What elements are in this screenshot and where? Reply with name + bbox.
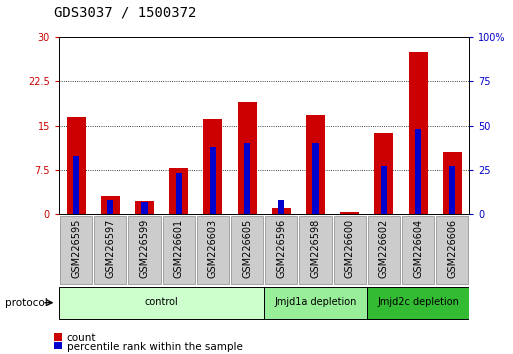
- Bar: [312, 143, 319, 214]
- Text: GSM226601: GSM226601: [174, 218, 184, 278]
- Text: GSM226606: GSM226606: [447, 218, 457, 278]
- Bar: [415, 129, 421, 214]
- Bar: [381, 166, 387, 214]
- Text: GSM226595: GSM226595: [71, 218, 81, 278]
- Bar: [265, 216, 298, 284]
- Bar: [436, 216, 468, 284]
- Bar: [175, 173, 182, 214]
- Text: control: control: [145, 297, 179, 307]
- Bar: [169, 168, 188, 214]
- Bar: [278, 200, 284, 214]
- Bar: [449, 166, 456, 214]
- Text: GSM226602: GSM226602: [379, 218, 389, 278]
- Text: GDS3037 / 1500372: GDS3037 / 1500372: [54, 5, 196, 19]
- Text: GSM226599: GSM226599: [140, 218, 149, 278]
- Bar: [306, 115, 325, 214]
- Text: percentile rank within the sample: percentile rank within the sample: [67, 342, 243, 352]
- Bar: [443, 152, 462, 214]
- Bar: [101, 196, 120, 214]
- Bar: [60, 216, 92, 284]
- Bar: [197, 216, 229, 284]
- Bar: [135, 201, 154, 214]
- Text: count: count: [67, 333, 96, 343]
- Bar: [73, 156, 79, 214]
- Text: GSM226598: GSM226598: [310, 218, 321, 278]
- Bar: [244, 143, 250, 214]
- Bar: [300, 216, 331, 284]
- Bar: [374, 133, 393, 214]
- Text: GSM226603: GSM226603: [208, 218, 218, 278]
- Bar: [54, 342, 62, 349]
- Bar: [163, 216, 195, 284]
- Bar: [54, 333, 62, 341]
- Text: Jmjd2c depletion: Jmjd2c depletion: [377, 297, 459, 307]
- Bar: [402, 216, 434, 284]
- Text: GSM226604: GSM226604: [413, 218, 423, 278]
- Bar: [368, 216, 400, 284]
- Bar: [142, 202, 148, 214]
- Bar: [272, 208, 291, 214]
- Bar: [210, 147, 216, 214]
- Bar: [264, 287, 367, 319]
- Bar: [340, 212, 359, 214]
- Text: GSM226605: GSM226605: [242, 218, 252, 278]
- Text: protocol: protocol: [5, 298, 48, 308]
- Bar: [204, 119, 222, 214]
- Bar: [367, 287, 469, 319]
- Text: GSM226596: GSM226596: [277, 218, 286, 278]
- Bar: [94, 216, 126, 284]
- Bar: [333, 216, 366, 284]
- Text: Jmjd1a depletion: Jmjd1a depletion: [274, 297, 357, 307]
- Text: GSM226597: GSM226597: [105, 218, 115, 278]
- Text: GSM226600: GSM226600: [345, 218, 354, 278]
- Bar: [59, 287, 264, 319]
- Bar: [238, 102, 256, 214]
- Bar: [67, 117, 86, 214]
- Bar: [107, 200, 113, 214]
- Bar: [128, 216, 161, 284]
- Bar: [231, 216, 263, 284]
- Bar: [409, 52, 427, 214]
